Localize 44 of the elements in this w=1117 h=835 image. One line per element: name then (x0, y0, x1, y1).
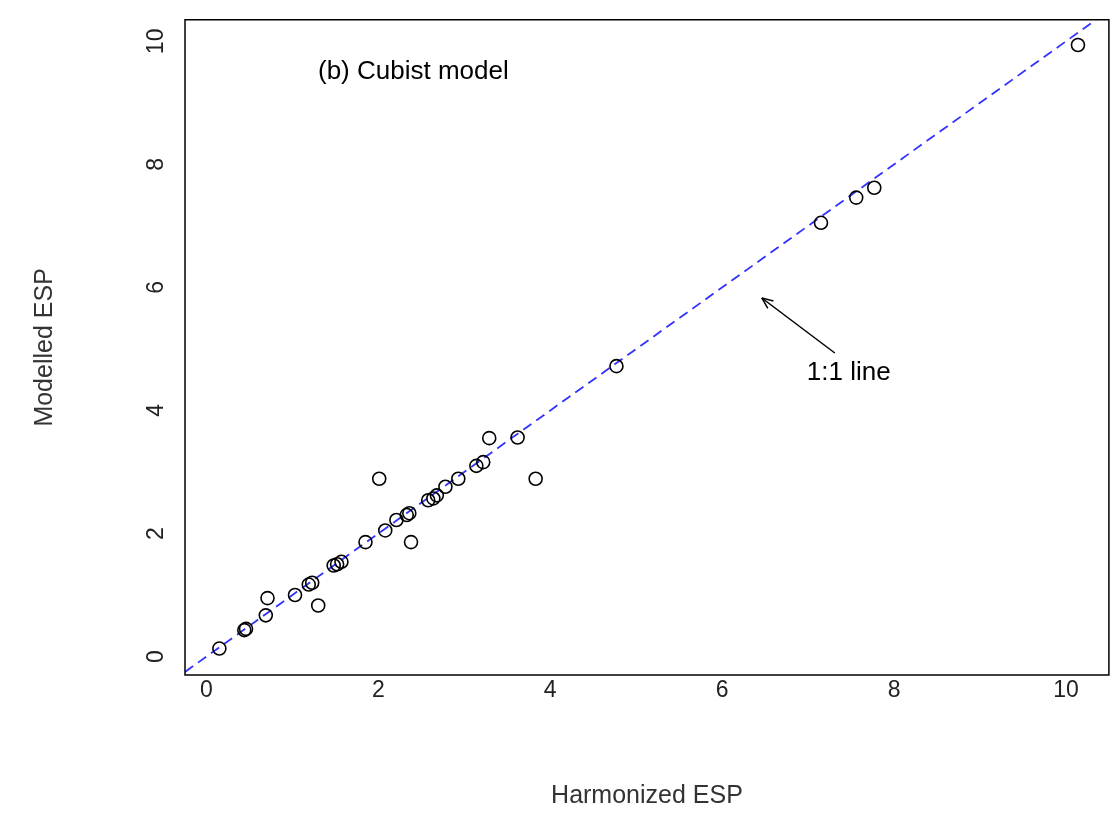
y-tick-label: 6 (141, 281, 168, 294)
point (481, 430, 497, 446)
annotation: 1:1 line (806, 356, 891, 387)
point (358, 534, 373, 550)
point (1070, 37, 1086, 53)
point (377, 523, 393, 538)
point (371, 471, 387, 487)
point (866, 180, 882, 196)
point (420, 492, 436, 508)
point (403, 534, 419, 550)
point (310, 598, 326, 613)
point (212, 641, 227, 656)
point (326, 558, 341, 573)
x-tick-label: 4 (543, 676, 557, 703)
point (260, 590, 275, 606)
point (329, 556, 345, 572)
y-tick-label: 2 (141, 527, 168, 540)
annotation: (b) Cubist model (318, 54, 509, 85)
point (475, 454, 491, 470)
y-axis-title: Modelled ESP (28, 268, 57, 427)
point (528, 471, 543, 487)
x-axis-title: Harmonized ESP (551, 779, 743, 808)
point (258, 608, 274, 623)
point (813, 215, 829, 231)
y-tick-label: 0 (141, 650, 168, 663)
x-tick-label: 2 (371, 676, 385, 703)
y-tick-label: 10 (141, 28, 168, 55)
point (848, 190, 864, 205)
x-tick-label: 6 (715, 676, 729, 703)
point (438, 479, 453, 495)
x-tick-label: 8 (887, 676, 901, 703)
point (426, 491, 441, 506)
point (287, 587, 303, 603)
point (429, 488, 445, 503)
point (609, 358, 624, 374)
x-tick-label: 0 (200, 676, 213, 703)
y-tick-label: 8 (141, 157, 168, 171)
point (451, 471, 466, 487)
x-tick-label: 10 (1053, 676, 1079, 703)
point (334, 554, 349, 570)
point (469, 458, 484, 474)
point (389, 512, 404, 528)
y-tick-label: 4 (141, 403, 168, 417)
point (510, 430, 525, 445)
